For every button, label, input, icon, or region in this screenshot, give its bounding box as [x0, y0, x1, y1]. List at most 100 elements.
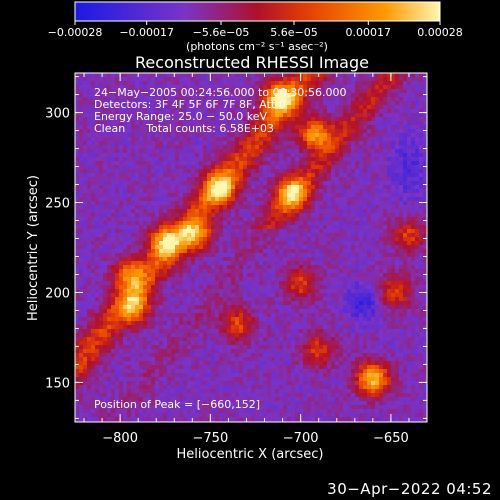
heatmap-cell	[303, 225, 307, 229]
heatmap-cell	[267, 89, 271, 93]
heatmap-cell	[255, 253, 259, 257]
heatmap-cell	[251, 265, 255, 269]
heatmap-cell	[411, 133, 415, 137]
heatmap-cell	[247, 141, 251, 145]
heatmap-cell	[171, 265, 175, 269]
heatmap-cell	[243, 205, 247, 209]
heatmap-cell	[355, 193, 359, 197]
heatmap-cell	[383, 173, 387, 177]
heatmap-cell	[99, 229, 103, 233]
heatmap-cell	[127, 261, 131, 265]
heatmap-cell	[103, 269, 107, 273]
heatmap-cell	[303, 265, 307, 269]
heatmap-cell	[147, 125, 151, 129]
heatmap-cell	[247, 161, 251, 165]
heatmap-cell	[247, 217, 251, 221]
heatmap-cell	[227, 269, 231, 273]
heatmap-cell	[239, 93, 243, 97]
heatmap-cell	[347, 173, 351, 177]
heatmap-cell	[103, 85, 107, 89]
heatmap-cell	[147, 121, 151, 125]
heatmap-cell	[175, 249, 179, 253]
heatmap-cell	[147, 173, 151, 177]
heatmap-cell	[291, 241, 295, 245]
heatmap-cell	[351, 77, 355, 81]
heatmap-cell	[111, 225, 115, 229]
heatmap-cell	[87, 173, 91, 177]
heatmap-cell	[75, 109, 79, 113]
heatmap-cell	[291, 277, 295, 281]
heatmap-cell	[215, 173, 219, 177]
heatmap-cell	[87, 245, 91, 249]
heatmap-cell	[267, 229, 271, 233]
heatmap-cell	[191, 133, 195, 137]
heatmap-cell	[155, 249, 159, 253]
heatmap-cell	[275, 85, 279, 89]
heatmap-cell	[83, 129, 87, 133]
heatmap-cell	[331, 193, 335, 197]
heatmap-cell	[391, 241, 395, 245]
heatmap-cell	[371, 185, 375, 189]
heatmap-cell	[243, 105, 247, 109]
heatmap-cell	[243, 85, 247, 89]
heatmap-cell	[279, 201, 283, 205]
heatmap-cell	[411, 169, 415, 173]
heatmap-cell	[87, 185, 91, 189]
heatmap-cell	[331, 73, 335, 77]
heatmap-cell	[267, 173, 271, 177]
heatmap-cell	[211, 249, 215, 253]
heatmap-cell	[227, 205, 231, 209]
heatmap-cell	[111, 269, 115, 273]
heatmap-cell	[379, 137, 383, 141]
heatmap-cell	[231, 253, 235, 257]
heatmap-cell	[419, 293, 423, 297]
heatmap-cell	[331, 217, 335, 221]
heatmap-cell	[147, 81, 151, 85]
heatmap-cell	[259, 133, 263, 137]
heatmap-cell	[115, 149, 119, 153]
heatmap-cell	[411, 217, 415, 221]
heatmap-cell	[347, 161, 351, 165]
heatmap-cell	[419, 121, 423, 125]
heatmap-cell	[303, 185, 307, 189]
heatmap-cell	[95, 121, 99, 125]
heatmap-cell	[403, 189, 407, 193]
heatmap-cell	[339, 237, 343, 241]
heatmap-cell	[203, 105, 207, 109]
heatmap-cell	[75, 289, 79, 293]
heatmap-cell	[95, 117, 99, 121]
heatmap-cell	[79, 157, 83, 161]
heatmap-cell	[127, 257, 131, 261]
heatmap-cell	[391, 193, 395, 197]
heatmap-cell	[371, 113, 375, 117]
heatmap-cell	[83, 201, 87, 205]
heatmap-cell	[343, 245, 347, 249]
heatmap-cell	[223, 177, 227, 181]
heatmap-cell	[339, 77, 343, 81]
heatmap-cell	[379, 129, 383, 133]
heatmap-cell	[195, 289, 199, 293]
heatmap-cell	[259, 149, 263, 153]
heatmap-cell	[143, 277, 147, 281]
heatmap-cell	[359, 93, 363, 97]
heatmap-cell	[275, 105, 279, 109]
heatmap-cell	[387, 217, 391, 221]
heatmap-cell	[311, 157, 315, 161]
heatmap-cell	[159, 233, 163, 237]
heatmap-cell	[411, 105, 415, 109]
heatmap-cell	[171, 101, 175, 105]
heatmap-cell	[199, 77, 203, 81]
heatmap-cell	[411, 281, 415, 285]
heatmap-cell	[355, 109, 359, 113]
heatmap-cell	[335, 129, 339, 133]
heatmap-cell	[207, 217, 211, 221]
heatmap-cell	[247, 117, 251, 121]
heatmap-cell	[283, 73, 287, 77]
heatmap-cell	[379, 225, 383, 229]
heatmap-cell	[395, 133, 399, 137]
heatmap-cell	[415, 285, 419, 289]
heatmap-cell	[87, 205, 91, 209]
heatmap-cell	[123, 273, 127, 277]
heatmap-cell	[335, 269, 339, 273]
heatmap-cell	[135, 173, 139, 177]
